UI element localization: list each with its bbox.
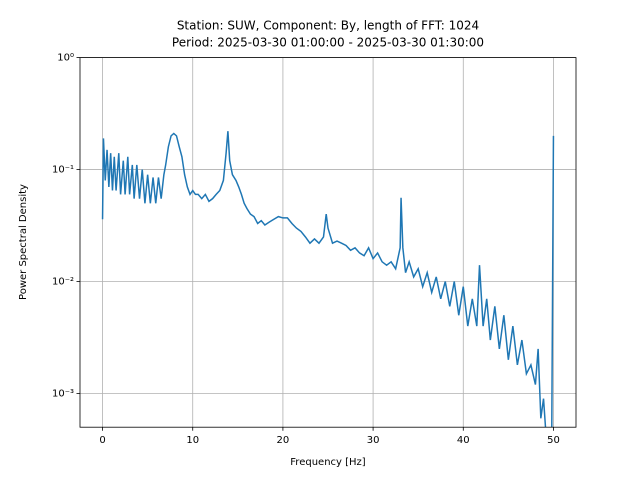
x-tick-label: 40 (457, 435, 470, 446)
chart-title: Station: SUW, Component: By, length of F… (177, 19, 479, 33)
x-axis-label: Frequency [Hz] (290, 457, 366, 468)
x-tick-label: 50 (547, 435, 560, 446)
y-axis-label: Power Spectral Density (18, 184, 29, 300)
data-line (101, 131, 555, 428)
x-tick-label: 0 (99, 435, 105, 446)
x-tick-label: 30 (367, 435, 380, 446)
y-tick-label: 10⁻³ (52, 388, 74, 399)
plot-frame (79, 57, 577, 428)
x-tick-label: 20 (277, 435, 290, 446)
x-tick-label: 10 (186, 435, 199, 446)
y-tick-label: 10⁻² (52, 277, 74, 288)
chart-title: Period: 2025-03-30 01:00:00 - 2025-03-30… (172, 36, 484, 50)
y-tick-label: 10⁰ (57, 53, 74, 64)
y-tick-label: 10⁻¹ (52, 165, 74, 176)
